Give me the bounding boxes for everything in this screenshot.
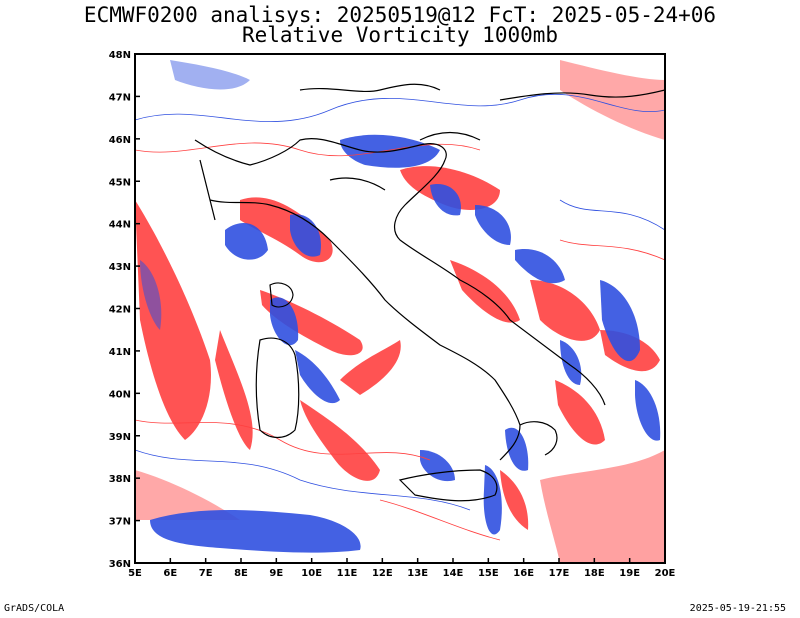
lon-tick-label: 8E xyxy=(234,568,248,579)
lon-tick-label: 5E xyxy=(128,568,142,579)
chart-subtitle: Relative Vorticity 1000mb xyxy=(241,23,559,47)
lat-tick-label: 46N xyxy=(109,135,131,146)
contour-field xyxy=(135,54,665,563)
lat-tick-label: 47N xyxy=(109,92,131,103)
lon-tick-label: 12E xyxy=(372,568,393,579)
lon-tick-label: 15E xyxy=(478,568,499,579)
footer-credit: GrADS/COLA xyxy=(4,603,65,614)
lon-tick-label: 19E xyxy=(619,568,640,579)
lat-tick-label: 44N xyxy=(109,220,131,231)
lat-tick-label: 36N xyxy=(109,559,131,570)
chart-title: ECMWF0200 analisys: 20250519@12 FcT: 202… xyxy=(83,3,717,27)
lon-tick-label: 20E xyxy=(655,568,676,579)
lat-tick-label: 45N xyxy=(109,177,131,188)
lat-tick-label: 37N xyxy=(109,517,131,528)
lat-tick-label: 48N xyxy=(109,50,131,61)
lat-tick-label: 38N xyxy=(109,474,131,485)
lat-tick-label: 40N xyxy=(109,389,131,400)
coastlines-borders xyxy=(194,83,665,502)
lon-tick-label: 13E xyxy=(407,568,428,579)
contour-lines xyxy=(135,93,665,541)
lon-tick-label: 11E xyxy=(337,568,358,579)
lon-tick-label: 7E xyxy=(199,568,213,579)
map-axes: 5E 6E 7E 8E 9E 10E 11E 12E 13E 14E 15E 16E 17E 18E 19E… xyxy=(109,50,676,579)
lon-tick-label: 9E xyxy=(269,568,283,579)
lon-tick-label: 16E xyxy=(513,568,534,579)
lon-tick-label: 10E xyxy=(301,568,322,579)
lat-tick-label: 42N xyxy=(109,305,131,316)
lon-tick-label: 14E xyxy=(443,568,464,579)
lat-tick-label: 41N xyxy=(109,347,131,358)
lon-tick-label: 6E xyxy=(163,568,177,579)
lon-tick-label: 18E xyxy=(584,568,605,579)
lat-tick-label: 39N xyxy=(109,432,131,443)
negative-vorticity-areas xyxy=(140,60,661,553)
lon-tick-label: 17E xyxy=(549,568,570,579)
lat-tick-label: 43N xyxy=(109,262,131,273)
footer-timestamp: 2025-05-19-21:55 xyxy=(689,603,786,614)
